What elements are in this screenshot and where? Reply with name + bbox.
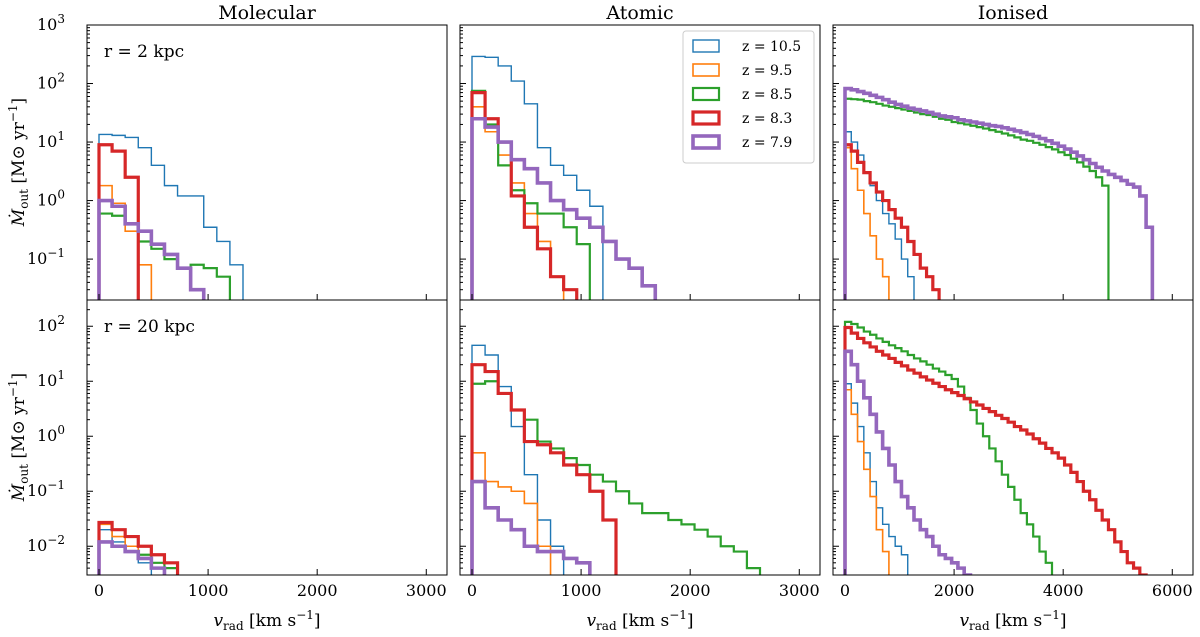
series-79 xyxy=(470,116,658,300)
panel-frame xyxy=(459,299,821,576)
legend-swatch xyxy=(691,134,721,150)
x-axis-label: vrad [km s−1] xyxy=(213,608,320,633)
panel-r2-molecular xyxy=(86,24,448,301)
series-79 xyxy=(843,86,1155,300)
y-tick-label: 102 xyxy=(37,71,65,93)
series-95 xyxy=(471,452,552,575)
legend-label: z = 8.5 xyxy=(742,87,792,103)
x-tick-label: 0 xyxy=(467,581,477,600)
y-tick-label: 102 xyxy=(37,313,65,335)
y-axis-label: Ṁout [M⊙ yr−1] xyxy=(6,98,31,227)
x-tick-label: 2000 xyxy=(934,581,975,600)
series-79 xyxy=(97,198,206,300)
y-tick-label: 101 xyxy=(37,129,65,151)
series-85 xyxy=(470,89,591,300)
x-tick-label: 4000 xyxy=(1043,581,1084,600)
series-105 xyxy=(844,131,915,300)
series-group xyxy=(470,55,658,300)
series-79 xyxy=(97,540,167,575)
x-tick-label: 3000 xyxy=(406,581,447,600)
column-title: Ionised xyxy=(978,2,1048,24)
x-tick-label: 1000 xyxy=(188,581,229,600)
series-79 xyxy=(470,479,592,575)
legend-swatch xyxy=(691,86,721,102)
series-group xyxy=(97,520,180,575)
legend-label: z = 9.5 xyxy=(742,63,792,79)
legend-swatch xyxy=(691,110,721,126)
x-tick-label: 1000 xyxy=(561,581,602,600)
legend-swatch xyxy=(692,63,720,77)
legend-label: z = 10.5 xyxy=(742,39,801,55)
series-95 xyxy=(844,146,890,300)
series-83 xyxy=(97,520,180,575)
series-group xyxy=(843,86,1155,300)
row-annotation: r = 2 kpc xyxy=(104,42,184,62)
panel-frame xyxy=(832,24,1194,301)
x-axis-label: vrad [km s−1] xyxy=(959,608,1066,633)
series-105 xyxy=(471,55,604,300)
legend: z = 10.5 z = 9.5 z = 8.5 z = 8.3 z = 7.9 xyxy=(682,30,815,164)
y-tick-label: 10−1 xyxy=(27,246,65,268)
series-95 xyxy=(844,388,890,575)
series-83 xyxy=(843,325,1148,575)
panel-frame xyxy=(832,299,1194,576)
series-105 xyxy=(98,133,244,300)
y-tick-label: 10−2 xyxy=(27,533,65,555)
y-tick-label: 100 xyxy=(37,423,65,445)
legend-label: z = 8.3 xyxy=(742,111,792,127)
x-tick-label: 0 xyxy=(94,581,104,600)
legend-label: z = 7.9 xyxy=(742,135,792,151)
x-tick-label: 2000 xyxy=(670,581,711,600)
x-tick-label: 2000 xyxy=(297,581,338,600)
series-79 xyxy=(843,349,973,575)
series-105 xyxy=(844,383,909,575)
x-tick-label: 6000 xyxy=(1152,581,1193,600)
series-83 xyxy=(97,143,140,300)
y-axis-label: Ṁout [M⊙ yr−1] xyxy=(6,373,31,502)
column-title: Atomic xyxy=(605,2,673,24)
panel-frame xyxy=(86,24,448,301)
series-85 xyxy=(843,97,1110,300)
series-85 xyxy=(843,320,1054,575)
series-83 xyxy=(843,143,941,300)
series-95 xyxy=(98,184,153,300)
legend-swatch xyxy=(692,39,720,53)
y-tick-label: 103 xyxy=(37,12,65,34)
series-group xyxy=(470,344,762,575)
x-tick-label: 3000 xyxy=(779,581,820,600)
panel-frame xyxy=(86,299,448,576)
series-83 xyxy=(470,363,618,575)
series-105 xyxy=(471,344,565,575)
series-group xyxy=(97,133,244,300)
row-annotation: r = 20 kpc xyxy=(104,317,195,337)
x-tick-label: 0 xyxy=(840,581,850,600)
series-83 xyxy=(470,90,579,300)
y-tick-label: 100 xyxy=(37,188,65,210)
panel-r20-molecular xyxy=(86,299,448,576)
y-tick-label: 10−1 xyxy=(27,478,65,500)
series-group xyxy=(843,320,1148,575)
panel-r20-ionised xyxy=(832,299,1194,576)
column-title: Molecular xyxy=(218,2,316,24)
x-axis-label: vrad [km s−1] xyxy=(586,608,693,633)
panel-r20-atomic xyxy=(459,299,821,576)
y-tick-label: 101 xyxy=(37,368,65,390)
panel-r2-ionised xyxy=(832,24,1194,301)
